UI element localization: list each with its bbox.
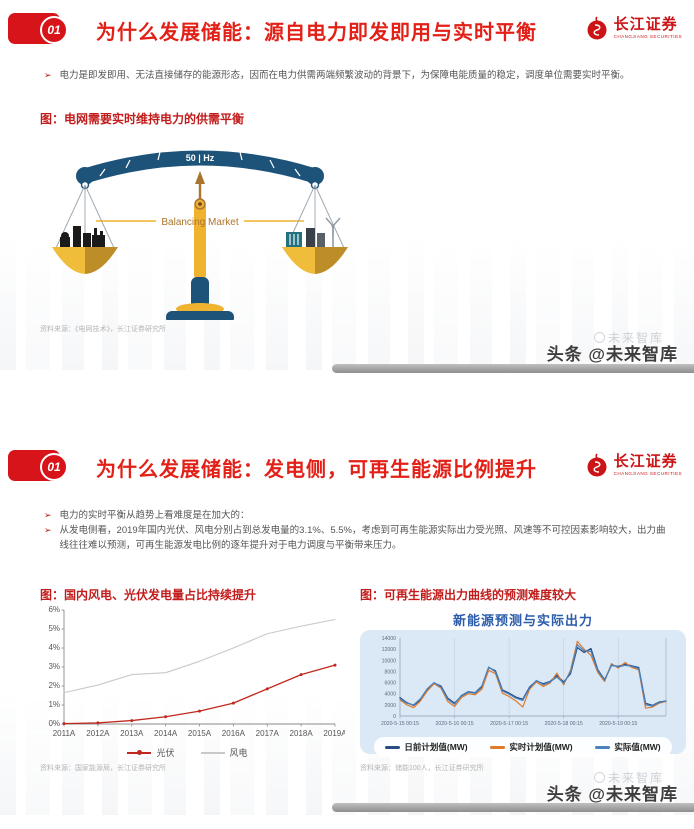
- svg-text:2%: 2%: [48, 681, 60, 690]
- right-pan-supply: [282, 180, 348, 274]
- svg-text:4000: 4000: [384, 692, 396, 698]
- svg-text:2020-5-17 00:15: 2020-5-17 00:15: [490, 721, 528, 727]
- ghost-logo-icon: [593, 772, 605, 783]
- bullet-arrow-icon: ➢: [44, 70, 52, 80]
- slide-2: 01 为什么发展储能：发电侧，可再生能源比例提升 长江证券 CHANGJIANG…: [0, 440, 694, 820]
- svg-text:3%: 3%: [48, 662, 60, 671]
- forecast-chart-title: 新能源预测与实际出力: [452, 613, 593, 628]
- legend-swatch-solar: [127, 750, 152, 755]
- slide-1: 01 为什么发展储能：源自电力即发即用与实时平衡 长江证券 CHANGJIANG…: [0, 0, 694, 378]
- bullet-text: 电力的实时平衡从趋势上看难度是在加大的：: [59, 510, 250, 521]
- forecast-vs-actual-line-chart: 0 2000 4000 6000 8000 10000 12000 14000 2020-5-1…: [381, 636, 667, 727]
- svg-text:5%: 5%: [48, 624, 60, 633]
- svg-text:2019A: 2019A: [323, 729, 345, 738]
- svg-text:6000: 6000: [384, 681, 396, 687]
- svg-text:0%: 0%: [48, 719, 60, 728]
- source-note-left: 资料来源：国家能源局，长江证券研究所: [40, 765, 166, 772]
- generation-share-line-chart: 0% 1% 2% 3% 4% 5% 6% 2011A 2012A 2013A 2014A 2015A 2…: [48, 605, 345, 738]
- svg-text:2015A: 2015A: [188, 729, 212, 738]
- legend-item: 风电: [200, 746, 248, 759]
- svg-text:2011A: 2011A: [53, 729, 76, 738]
- slide-title: 为什么发展储能：源自电力即发即用与实时平衡: [96, 22, 537, 44]
- slide-edge-bar: [332, 364, 694, 373]
- svg-text:14000: 14000: [382, 636, 397, 642]
- logo-name: 长江证券: [613, 453, 678, 470]
- bullet-arrow-icon: ➢: [44, 525, 52, 535]
- figure-title-right: 图：可再生能源出力曲线的预测难度较大: [360, 588, 577, 602]
- logo-name-en: CHANGJIANG SECURITIES: [613, 34, 682, 39]
- svg-text:2013A: 2013A: [120, 729, 144, 738]
- logo-emblem-icon: [587, 16, 607, 40]
- legend-swatch-wind: [200, 751, 225, 754]
- bullet-text: 电力是即发即用、无法直接储存的能源形态，因而在电力供需两端频繁波动的背景下，为保…: [59, 70, 630, 81]
- bullet-arrow-icon: ➢: [44, 510, 52, 520]
- changjiang-securities-logo: 长江证券 CHANGJIANG SECURITIES: [584, 452, 682, 478]
- svg-text:2014A: 2014A: [154, 729, 178, 738]
- svg-text:2020-5-19 00:15: 2020-5-19 00:15: [599, 721, 637, 727]
- section-number-badge: 01: [40, 453, 68, 481]
- svg-text:2020-5-15 00:15: 2020-5-15 00:15: [381, 721, 419, 727]
- svg-text:2020-5-16 00:15: 2020-5-16 00:15: [436, 721, 474, 727]
- figure-title: 图：电网需要实时维持电力的供需平衡: [40, 112, 245, 126]
- legend-swatch-realtime: [490, 745, 506, 749]
- section-number-badge: 01: [40, 16, 68, 44]
- legend-swatch-dayahead: [385, 745, 401, 749]
- forecast-chart-panel: 0 2000 4000 6000 8000 10000 12000 14000 2020-5-1…: [360, 630, 686, 757]
- svg-text:0: 0: [393, 714, 396, 720]
- svg-text:2012A: 2012A: [86, 729, 110, 738]
- watermark: 头条 @未来智库: [546, 785, 678, 804]
- svg-text:8000: 8000: [384, 669, 396, 675]
- bullet-item: ➢ 电力的实时平衡从趋势上看难度是在加大的：: [44, 509, 674, 524]
- svg-text:2017A: 2017A: [256, 729, 280, 738]
- source-note: 资料来源：《电网技术》，长江证券研究所: [40, 326, 166, 333]
- legend-item: 实际值(MW): [595, 741, 661, 753]
- balance-scale-illustration: 50 | Hz Balancing Market: [52, 150, 348, 320]
- power-sources-icon: [286, 217, 341, 247]
- chart-legend: 日前计划值(MW) 实时计划值(MW) 实际值(MW): [374, 737, 672, 757]
- svg-text:2018A: 2018A: [290, 729, 314, 738]
- svg-text:12000: 12000: [382, 647, 397, 653]
- chart-legend: 光伏 风电: [30, 746, 345, 759]
- watermark-ghost: 未来智库: [593, 329, 664, 346]
- logo-name-en: CHANGJIANG SECURITIES: [613, 471, 682, 476]
- watermark: 头条 @未来智库: [546, 345, 678, 364]
- svg-text:4%: 4%: [48, 643, 60, 652]
- svg-text:2000: 2000: [384, 703, 396, 709]
- bullet-text: 从发电侧看，2019年国内光伏、风电分别占到总发电量的3.1%、5.5%，考虑到…: [59, 525, 666, 551]
- beam-tick-marks: [99, 151, 301, 177]
- bullet-item: ➢ 电力是即发即用、无法直接储存的能源形态，因而在电力供需两端频繁波动的背景下，…: [44, 69, 674, 84]
- svg-text:2020-5-18 00:15: 2020-5-18 00:15: [545, 721, 583, 727]
- svg-text:1%: 1%: [48, 700, 60, 709]
- svg-text:6%: 6%: [48, 605, 60, 614]
- left-pan-demand: [52, 180, 118, 274]
- legend-item: 光伏: [127, 746, 175, 759]
- slide-title: 为什么发展储能：发电侧，可再生能源比例提升: [96, 459, 537, 481]
- figure-title-left: 图：国内风电、光伏发电量占比持续提升: [40, 588, 257, 602]
- legend-item: 实时计划值(MW): [490, 741, 573, 753]
- balancing-market-label: Balancing Market: [161, 217, 238, 228]
- watermark-ghost: 未来智库: [593, 769, 664, 786]
- changjiang-securities-logo: 长江证券 CHANGJIANG SECURITIES: [584, 15, 682, 41]
- slide-edge-bar: [332, 803, 694, 812]
- svg-text:10000: 10000: [382, 658, 397, 664]
- city-buildings-icon: [60, 226, 105, 247]
- frequency-label: 50 | Hz: [186, 153, 215, 163]
- legend-item: 日前计划值(MW): [385, 741, 468, 753]
- logo-name: 长江证券: [613, 16, 678, 33]
- logo-emblem-icon: [587, 453, 607, 477]
- svg-text:2016A: 2016A: [222, 729, 246, 738]
- legend-swatch-actual: [595, 745, 611, 749]
- ghost-logo-icon: [593, 332, 605, 343]
- bullet-item: ➢ 从发电侧看，2019年国内光伏、风电分别占到总发电量的3.1%、5.5%，考…: [44, 524, 674, 553]
- source-note-right: 资料来源：储能100人，长江证券研究所: [360, 765, 484, 772]
